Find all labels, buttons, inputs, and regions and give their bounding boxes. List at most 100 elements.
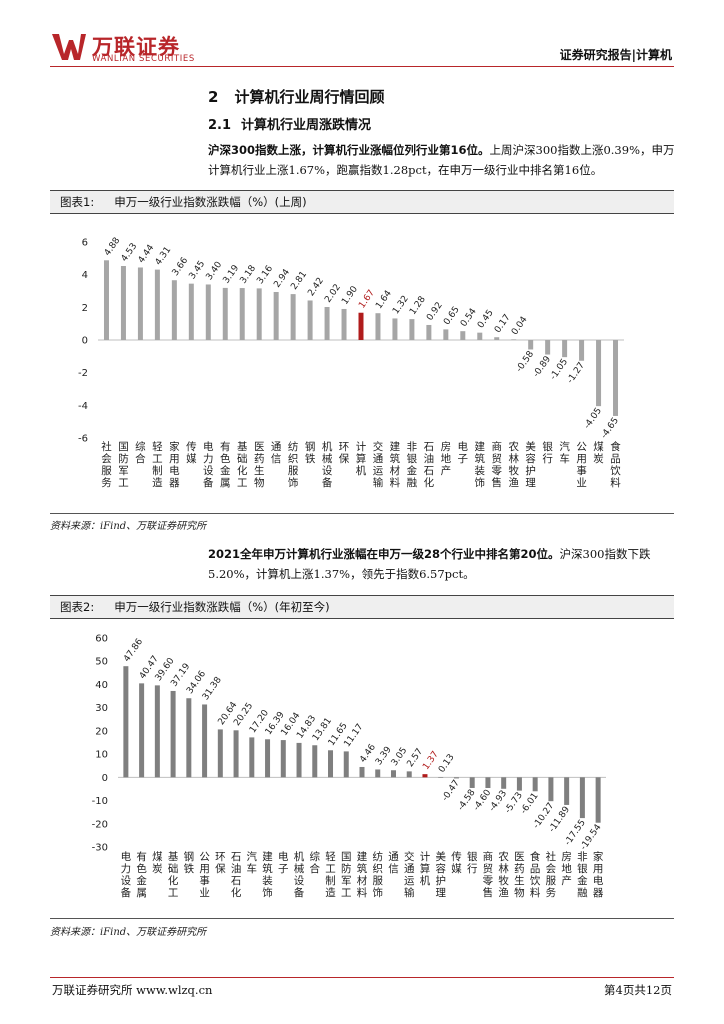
category-label-char: 电 xyxy=(458,440,469,453)
chart-bar xyxy=(564,777,570,805)
category-label-char: 化 xyxy=(168,874,179,887)
category-label-char: 渔 xyxy=(508,477,519,489)
chart-bar xyxy=(579,340,585,361)
subsection-title: 计算机行业周涨跌情况 xyxy=(241,118,372,133)
chart-bar xyxy=(343,751,349,778)
category-label-char: 油 xyxy=(231,862,242,875)
category-label-char: 铁 xyxy=(305,452,316,465)
category-label-char: 服 xyxy=(288,465,299,477)
category-label-char: 社 xyxy=(546,850,557,863)
category-label-char: 色 xyxy=(136,862,147,875)
category-label-char: 美 xyxy=(525,440,536,453)
category-label-char: 银 xyxy=(407,452,418,465)
chart-bar xyxy=(511,339,517,340)
category-label-char: 商 xyxy=(483,850,494,863)
category-label-char: 售 xyxy=(491,476,502,489)
y-tick-label: -20 xyxy=(92,819,108,830)
chart-bar xyxy=(170,690,176,778)
y-tick-label: 50 xyxy=(95,657,108,668)
category-label-char: 交 xyxy=(373,440,384,453)
category-label-char: 事 xyxy=(199,874,210,887)
category-label-char: 生 xyxy=(254,464,265,477)
category-label-char: 电 xyxy=(169,464,180,477)
category-label-char: 物 xyxy=(514,886,525,899)
y-tick-label: -10 xyxy=(92,796,108,807)
bar-value-label: 0.45 xyxy=(476,308,496,330)
category-label-char: 色 xyxy=(220,452,231,465)
chart-bar xyxy=(595,777,601,823)
category-label-char: 牧 xyxy=(508,464,519,477)
category-label-char: 工 xyxy=(237,477,248,489)
footer-publisher: 万联证券研究所 www.wlzq.cn xyxy=(52,983,213,997)
category-label-char: 林 xyxy=(508,452,519,465)
chart-bar xyxy=(390,770,396,778)
category-label-char: 家 xyxy=(593,850,604,863)
chart-bar xyxy=(217,729,223,778)
category-label-char: 力 xyxy=(203,452,214,465)
category-label-char: 社 xyxy=(101,440,112,453)
paragraph-weekly: 沪深300指数上涨，计算机行业涨幅位列行业第16位。上周沪深300指数上涨0.3… xyxy=(208,140,678,180)
chart-bar xyxy=(312,745,318,778)
category-label-char: 制 xyxy=(325,874,336,887)
category-label-char: 用 xyxy=(576,453,587,465)
chart-bar xyxy=(222,287,228,340)
category-label-char: 服 xyxy=(372,875,383,887)
category-label-char: 钢 xyxy=(305,440,316,453)
figure1-label: 图表1: xyxy=(60,195,95,209)
category-label-char: 通 xyxy=(271,441,282,453)
chart-bar xyxy=(324,307,330,340)
category-label-char: 银 xyxy=(542,440,553,453)
bar-value-label: 0.04 xyxy=(510,315,530,337)
category-label-char: 务 xyxy=(546,886,557,899)
chart-bar xyxy=(256,288,262,340)
category-label-char: 保 xyxy=(339,452,350,465)
category-label-char: 炭 xyxy=(593,453,604,465)
category-label-char: 工 xyxy=(168,887,179,899)
category-label-char: 钢 xyxy=(184,850,195,863)
category-label-char: 机 xyxy=(294,850,305,863)
category-label-char: 石 xyxy=(231,875,242,887)
footer-divider xyxy=(50,977,674,978)
category-label-char: 渔 xyxy=(498,887,509,899)
category-label-char: 炭 xyxy=(152,863,163,875)
category-label-char: 装 xyxy=(475,464,486,477)
category-label-char: 产 xyxy=(441,464,452,477)
category-label-char: 有 xyxy=(220,440,231,453)
chart-bar xyxy=(596,340,602,407)
category-label-char: 化 xyxy=(231,886,242,899)
category-label-char: 有 xyxy=(136,850,147,863)
category-label-char: 贸 xyxy=(483,863,494,875)
category-label-char: 属 xyxy=(136,887,147,899)
y-tick-label: -6 xyxy=(78,434,88,445)
category-label-char: 用 xyxy=(593,863,604,875)
category-label-char: 综 xyxy=(135,440,146,453)
category-label-char: 工 xyxy=(152,453,163,465)
chart-bar xyxy=(265,739,271,778)
category-label-char: 机 xyxy=(322,440,333,453)
category-label-char: 通 xyxy=(388,851,399,863)
bar-value-label: 3.19 xyxy=(222,263,242,285)
category-label-char: 建 xyxy=(390,440,401,453)
category-label-char: 料 xyxy=(390,476,401,489)
bar-value-label: -0.47 xyxy=(440,778,462,803)
category-label-char: 军 xyxy=(118,465,129,477)
category-label-char: 料 xyxy=(357,886,368,899)
chart-bar xyxy=(375,313,381,340)
category-label-char: 地 xyxy=(561,862,572,875)
chart-bar xyxy=(501,777,507,789)
category-label-char: 军 xyxy=(341,875,352,887)
chart-bar xyxy=(123,666,129,778)
category-label-char: 合 xyxy=(135,452,146,465)
chart-bar xyxy=(154,685,160,778)
category-label-char: 容 xyxy=(525,452,536,465)
category-label-char: 计 xyxy=(356,440,367,453)
y-tick-label: 10 xyxy=(95,750,108,761)
chart-bar xyxy=(202,704,208,778)
bar-value-label: 2.42 xyxy=(306,276,326,298)
category-label-char: 商 xyxy=(491,440,502,453)
bar-value-label: 2.81 xyxy=(289,270,309,292)
category-label-char: 工 xyxy=(118,477,129,489)
category-label-char: 理 xyxy=(525,477,536,489)
category-label-char: 备 xyxy=(322,476,333,489)
category-label-char: 银 xyxy=(577,862,588,875)
